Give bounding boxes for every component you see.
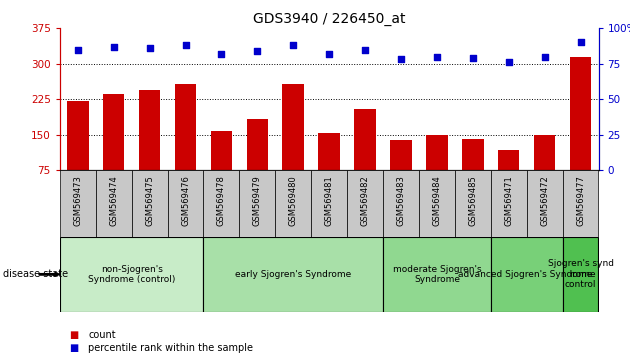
Point [73,47,83,52]
Point [396,57,406,62]
Point [180,42,190,48]
Text: GSM569480: GSM569480 [289,175,298,226]
Bar [491,170,527,237]
Point [217,51,227,57]
Bar [311,170,347,237]
Text: count: count [88,330,116,339]
Bar [60,170,96,237]
Text: Sjogren's synd
rome
control: Sjogren's synd rome control [547,259,614,289]
Point [324,51,334,57]
Bar [462,139,484,205]
Bar [96,170,132,237]
Point [539,54,549,59]
Text: GSM569475: GSM569475 [145,175,154,226]
Text: GSM569471: GSM569471 [504,175,513,226]
Bar [527,170,563,237]
Text: GSM569485: GSM569485 [468,175,478,226]
Text: advanced Sjogren's Syndrome: advanced Sjogren's Syndrome [458,270,595,279]
Bar [60,237,203,312]
Bar [563,170,598,237]
Bar [103,95,125,205]
Bar [455,170,491,237]
Title: GDS3940 / 226450_at: GDS3940 / 226450_at [253,12,406,26]
Bar [246,119,268,205]
Point [252,48,263,54]
Bar [498,150,520,205]
Bar [203,237,383,312]
Text: disease state: disease state [3,269,68,279]
Text: GSM569481: GSM569481 [324,175,334,226]
Point [504,59,514,65]
Bar [67,102,89,205]
Bar [318,133,340,205]
Bar [426,135,448,205]
Bar [354,109,376,205]
Bar [175,84,197,205]
Point [432,54,442,59]
Bar [491,237,563,312]
Text: GSM569476: GSM569476 [181,175,190,226]
Bar [570,57,592,205]
Bar [534,135,556,205]
Text: moderate Sjogren's
Syndrome: moderate Sjogren's Syndrome [392,265,481,284]
Text: GSM569473: GSM569473 [73,175,83,226]
Point [576,40,586,45]
Bar [383,237,491,312]
Bar [419,170,455,237]
Bar [275,170,311,237]
Text: ■: ■ [69,343,79,353]
Text: ■: ■ [69,330,79,339]
Bar [168,170,203,237]
Text: GSM569482: GSM569482 [360,175,370,226]
Point [144,45,155,51]
Bar [563,237,598,312]
Bar [347,170,383,237]
Point [288,42,299,48]
Bar [390,140,412,205]
Bar [239,170,275,237]
Bar [383,170,419,237]
Point [108,44,118,50]
Bar [203,170,239,237]
Text: GSM569472: GSM569472 [540,175,549,226]
Text: GSM569479: GSM569479 [253,175,262,226]
Bar [132,170,168,237]
Point [360,47,370,52]
Bar [139,90,161,205]
Text: early Sjogren's Syndrome: early Sjogren's Syndrome [235,270,352,279]
Text: GSM569477: GSM569477 [576,175,585,226]
Text: percentile rank within the sample: percentile rank within the sample [88,343,253,353]
Text: non-Sjogren's
Syndrome (control): non-Sjogren's Syndrome (control) [88,265,175,284]
Text: GSM569483: GSM569483 [396,175,406,226]
Bar [282,84,304,205]
Text: GSM569474: GSM569474 [109,175,118,226]
Text: GSM569484: GSM569484 [432,175,442,226]
Point [467,55,478,61]
Text: GSM569478: GSM569478 [217,175,226,226]
Bar [210,131,232,205]
